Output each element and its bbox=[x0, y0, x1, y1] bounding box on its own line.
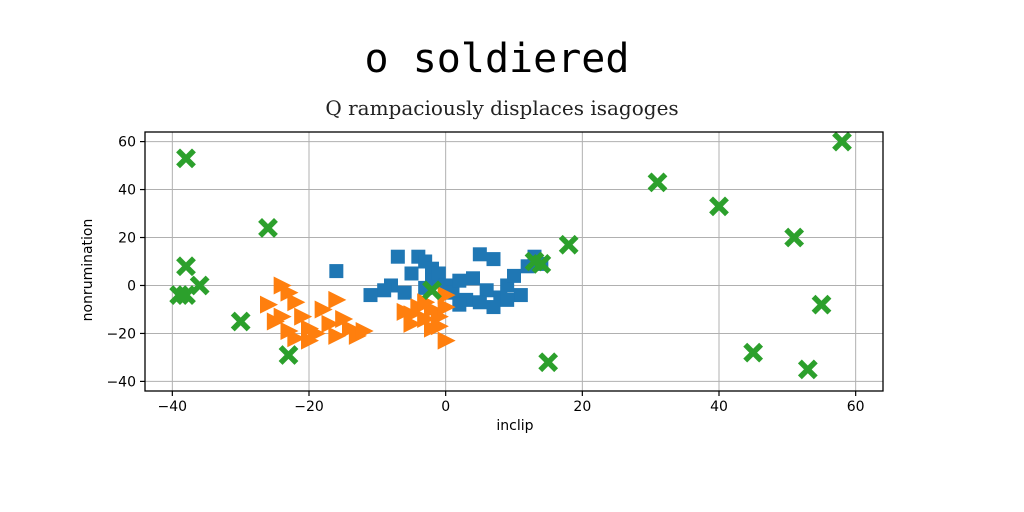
x-axis-ticks: −40 −20 0 20 40 60 bbox=[158, 391, 865, 415]
triangle-point bbox=[437, 286, 456, 305]
triangle-point bbox=[280, 283, 299, 302]
triangle-point bbox=[321, 314, 340, 333]
grid-lines bbox=[145, 132, 883, 391]
triangle-point bbox=[335, 310, 354, 329]
x-point bbox=[832, 131, 852, 152]
triangle-point bbox=[437, 298, 456, 317]
x-tick-label: 20 bbox=[573, 399, 591, 415]
triangle-point bbox=[417, 293, 436, 312]
data-points bbox=[169, 131, 852, 380]
chart-title: o soldiered bbox=[365, 36, 630, 82]
x-axis-label: inclip bbox=[496, 418, 533, 434]
x-tick-label: 40 bbox=[710, 399, 728, 415]
square-point bbox=[479, 283, 494, 298]
series-3 bbox=[169, 131, 852, 380]
x-point bbox=[176, 256, 196, 277]
x-point bbox=[538, 352, 559, 373]
plot-frame bbox=[144, 131, 884, 392]
square-point bbox=[466, 271, 480, 286]
triangle-point bbox=[328, 326, 347, 345]
square-point bbox=[329, 264, 344, 279]
x-point bbox=[811, 294, 832, 315]
square-point bbox=[486, 300, 501, 315]
x-point bbox=[558, 234, 579, 255]
y-tick-label: 40 bbox=[118, 183, 136, 199]
x-point bbox=[230, 311, 251, 332]
x-tick-label: 0 bbox=[441, 399, 450, 415]
series-2 bbox=[260, 276, 456, 350]
y-tick-label: 20 bbox=[118, 231, 136, 247]
triangle-point bbox=[294, 307, 313, 326]
square-point bbox=[390, 249, 405, 264]
x-point bbox=[709, 196, 729, 217]
triangle-point bbox=[314, 300, 333, 319]
x-tick-label: −40 bbox=[158, 399, 188, 415]
x-point bbox=[258, 218, 278, 238]
triangle-point bbox=[355, 322, 374, 341]
x-point bbox=[647, 172, 668, 193]
x-point bbox=[743, 342, 764, 363]
chart-subtitle: Q rampaciously displaces isagoges bbox=[325, 96, 678, 120]
square-point bbox=[486, 252, 501, 267]
triangle-point bbox=[396, 302, 415, 321]
x-point bbox=[189, 275, 210, 296]
x-point bbox=[531, 254, 552, 274]
square-point bbox=[513, 288, 528, 303]
square-point bbox=[404, 266, 419, 281]
triangle-point bbox=[328, 290, 347, 309]
x-point bbox=[176, 285, 196, 305]
square-point bbox=[452, 297, 467, 312]
x-point bbox=[278, 345, 299, 365]
triangle-point bbox=[403, 314, 422, 333]
triangle-point bbox=[287, 293, 306, 312]
x-point bbox=[797, 359, 818, 380]
y-tick-label: 60 bbox=[118, 135, 136, 151]
square-point bbox=[472, 295, 487, 310]
triangle-point bbox=[417, 310, 436, 329]
triangle-point bbox=[260, 295, 278, 314]
square-point bbox=[363, 288, 378, 303]
y-tick-label: −40 bbox=[106, 374, 136, 390]
square-point bbox=[500, 292, 515, 307]
square-point bbox=[397, 285, 412, 300]
x-tick-label: 60 bbox=[847, 399, 865, 415]
triangle-point bbox=[301, 331, 319, 350]
triangle-point bbox=[424, 319, 442, 338]
x-tick-label: −20 bbox=[294, 399, 324, 415]
triangle-point bbox=[273, 307, 292, 326]
y-axis-label: nonrumination bbox=[80, 219, 96, 322]
square-point bbox=[431, 266, 446, 281]
square-point bbox=[507, 268, 521, 283]
square-point bbox=[452, 273, 467, 288]
triangle-point bbox=[437, 331, 456, 350]
square-point bbox=[377, 283, 392, 298]
y-tick-label: 0 bbox=[127, 278, 136, 294]
x-point bbox=[784, 227, 805, 248]
square-point bbox=[472, 247, 487, 262]
y-tick-label: −20 bbox=[106, 326, 136, 342]
x-point bbox=[422, 280, 442, 301]
triangle-point bbox=[287, 329, 306, 348]
y-axis-ticks: −40 −20 0 20 40 60 bbox=[106, 135, 145, 390]
x-point bbox=[176, 148, 196, 169]
